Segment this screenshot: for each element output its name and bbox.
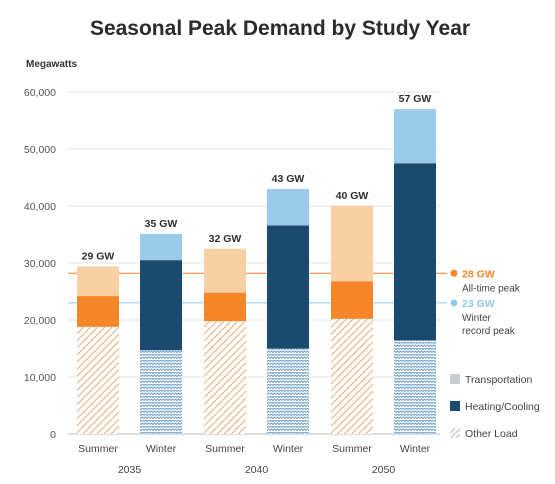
bar-segment-other-load xyxy=(394,340,436,434)
reference-marker xyxy=(450,299,458,307)
bar-segment-transportation xyxy=(77,266,119,297)
bar-segment-other-load xyxy=(140,350,182,434)
y-tick-label: 10,000 xyxy=(24,372,56,384)
legend-swatch xyxy=(450,374,460,384)
bar-segment-transportation xyxy=(331,206,373,282)
bar-segment-transportation xyxy=(204,248,246,293)
bar-segment-heating-cooling xyxy=(204,292,246,322)
x-group-label: 2050 xyxy=(372,464,396,476)
x-group-label: 2035 xyxy=(118,464,142,476)
x-group-label: 2040 xyxy=(245,464,269,476)
bar-total-label: 35 GW xyxy=(145,218,178,230)
y-ticks: 0 10,000 20,000 30,000 40,000 50,000 60,000 xyxy=(24,87,56,441)
labels: 29 GW Summer 35 GW Winter 32 GW Summer 43 GW Wi… xyxy=(78,93,431,476)
bar-segment-heating-cooling xyxy=(140,260,182,351)
bar-total-label: 57 GW xyxy=(399,93,432,105)
x-category-label: Winter xyxy=(400,443,431,455)
bar-segment-heating-cooling xyxy=(77,296,119,327)
y-tick-label: 20,000 xyxy=(24,315,56,327)
bar-segment-other-load xyxy=(204,321,246,434)
y-tick-label: 50,000 xyxy=(24,144,56,156)
y-tick-label: 0 xyxy=(50,429,56,441)
bar-segment-transportation xyxy=(267,188,309,226)
x-category-label: Summer xyxy=(78,443,118,455)
bar-segment-transportation xyxy=(140,233,182,261)
legend-swatch xyxy=(450,401,460,411)
x-category-label: Summer xyxy=(205,443,245,455)
y-axis-label: Megawatts xyxy=(26,59,78,70)
legend-label: Heating/Cooling xyxy=(465,401,540,413)
bar-segment-transportation xyxy=(394,109,436,164)
bar-segment-heating-cooling xyxy=(394,163,436,341)
bar-total-label: 32 GW xyxy=(209,233,242,245)
reference-value-label: 23 GW xyxy=(462,298,495,310)
reference-text: All-time peak xyxy=(462,283,521,294)
y-tick-label: 60,000 xyxy=(24,87,56,99)
bar-segment-other-load xyxy=(77,326,119,434)
reference-marker xyxy=(450,269,458,277)
bars xyxy=(77,109,436,434)
x-category-label: Winter xyxy=(273,443,304,455)
bar-segment-heating-cooling xyxy=(267,225,309,349)
x-category-label: Winter xyxy=(146,443,177,455)
bar-total-label: 43 GW xyxy=(272,173,305,185)
reference-text: record peak xyxy=(462,326,516,337)
y-tick-label: 40,000 xyxy=(24,201,56,213)
legend-swatch xyxy=(450,428,460,438)
bar-segment-other-load xyxy=(267,348,309,434)
reference-labels: 28 GW All-time peak 23 GW Winter record peak xyxy=(450,268,521,337)
reference-value-label: 28 GW xyxy=(462,268,495,280)
x-category-label: Summer xyxy=(332,443,372,455)
chart-title: Seasonal Peak Demand by Study Year xyxy=(90,17,470,40)
reference-lines xyxy=(68,272,447,304)
reference-text: Winter xyxy=(462,313,492,324)
legend-label: Transportation xyxy=(465,374,532,386)
bar-segment-other-load xyxy=(331,318,373,434)
legend-label: Other Load xyxy=(465,428,518,440)
bar-total-label: 40 GW xyxy=(336,190,369,202)
bar-total-label: 29 GW xyxy=(82,250,115,262)
legend: Transportation Heating/Cooling Other Load xyxy=(450,374,540,440)
gridlines xyxy=(68,91,440,435)
y-tick-label: 30,000 xyxy=(24,258,56,270)
bar-segment-heating-cooling xyxy=(331,281,373,319)
